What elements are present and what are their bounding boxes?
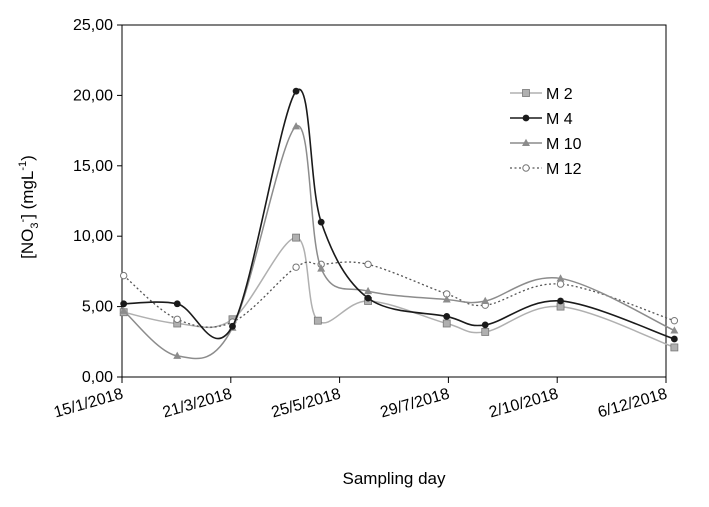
data-point [119, 271, 128, 280]
data-point [229, 322, 236, 330]
legend-swatch-marker [522, 114, 530, 122]
x-axis: 15/1/2018 21/3/2018 25/5/2018 29/7/2018 2/10… [52, 377, 669, 421]
data-point [313, 316, 322, 325]
y-axis-title-part: [NO [18, 229, 37, 259]
series-line [123, 261, 675, 328]
data-point [120, 300, 128, 308]
data-point [556, 274, 565, 282]
legend-label: M 4 [546, 111, 573, 128]
data-point [481, 321, 489, 329]
data-point [481, 328, 490, 336]
legend-item: M 12 [510, 161, 582, 178]
legend: M 2 M 4 M 10 M 12 [510, 86, 582, 178]
y-axis: 0,00 5,00 10,00 15,00 20,00 25,00 [73, 17, 122, 386]
series-line [123, 236, 675, 349]
data-point [670, 316, 679, 325]
series-layer [119, 87, 679, 360]
x-tick-label: 21/3/2018 [161, 385, 234, 421]
legend-label: M 12 [546, 161, 582, 178]
x-tick-label: 25/5/2018 [270, 385, 343, 421]
x-axis-title: Sampling day [342, 469, 446, 488]
plot-area [121, 24, 667, 378]
series-line [123, 125, 675, 360]
legend-item: M 10 [510, 136, 582, 153]
data-point [557, 297, 564, 305]
data-point [481, 296, 490, 304]
y-tick-label: 15,00 [73, 158, 113, 175]
data-point [173, 300, 181, 308]
data-point [442, 319, 451, 328]
legend-item: M 2 [510, 86, 573, 103]
series-m-4 [120, 87, 678, 343]
y-tick-label: 25,00 [73, 17, 113, 34]
data-point [119, 306, 128, 314]
plot-border [121, 24, 667, 378]
x-tick-label: 2/10/2018 [487, 385, 560, 421]
data-point [317, 218, 325, 226]
x-tick-label: 6/12/2018 [596, 385, 669, 421]
y-axis-title: [NO3-] (mgL-1) [17, 155, 41, 259]
y-tick-label: 20,00 [73, 87, 113, 104]
data-point [173, 315, 181, 323]
data-point [670, 343, 679, 352]
data-point [670, 335, 678, 343]
data-point [442, 295, 451, 303]
series-m-12 [119, 260, 679, 328]
data-point [292, 233, 300, 242]
legend-item: M 4 [510, 111, 573, 128]
legend-swatch-marker [522, 89, 530, 97]
y-axis-title-part: ) [18, 155, 37, 161]
data-point [173, 351, 182, 359]
data-point [364, 286, 373, 295]
x-tick-label: 29/7/2018 [378, 385, 451, 421]
data-point [670, 326, 679, 334]
data-point [317, 264, 326, 272]
legend-label: M 2 [546, 86, 573, 103]
data-point [556, 280, 565, 288]
legend-label: M 10 [546, 136, 582, 153]
x-tick-label: 15/1/2018 [52, 385, 125, 421]
series-line [123, 88, 675, 340]
series-m-2 [119, 233, 679, 352]
y-axis-title-subscript: 3 [29, 222, 41, 228]
y-tick-label: 5,00 [82, 299, 113, 316]
data-point [443, 313, 451, 320]
data-point [292, 87, 300, 95]
legend-swatch-marker [522, 164, 530, 172]
data-point [364, 294, 372, 302]
legend-swatch-marker [522, 138, 530, 146]
y-axis-title-superscript: - [17, 218, 29, 222]
y-tick-label: 0,00 [82, 369, 113, 386]
y-axis-title-superscript: -1 [17, 161, 29, 171]
y-axis-title-part: ] (mgL [18, 171, 37, 219]
series-m-10 [119, 122, 679, 360]
data-point [292, 122, 301, 130]
data-point [364, 260, 372, 269]
data-point [292, 263, 300, 271]
y-tick-label: 10,00 [73, 228, 113, 245]
